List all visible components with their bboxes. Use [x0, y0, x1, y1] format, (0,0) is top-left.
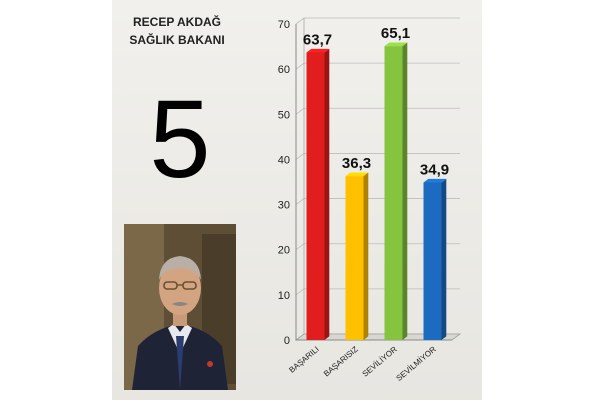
chart-bars — [307, 43, 447, 340]
bar-side — [325, 49, 330, 340]
y-tick-label: 30 — [278, 200, 290, 212]
bar-front — [424, 182, 442, 340]
x-tick-label: SEVİLİYOR — [361, 345, 399, 379]
bar-2 — [346, 173, 369, 340]
x-tick-label: BAŞARISIZ — [322, 345, 360, 379]
y-tick-label: 10 — [278, 290, 290, 302]
y-tick-label: 60 — [278, 64, 290, 76]
bar-side — [403, 43, 408, 340]
bar-side — [442, 179, 447, 340]
bar-front — [346, 176, 364, 340]
bar-side — [364, 173, 369, 340]
bar-1 — [307, 49, 330, 340]
y-tick-label: 40 — [278, 154, 290, 166]
value-label: 65,1 — [381, 25, 410, 42]
x-tick-label: SEVİLMİYOR — [395, 344, 438, 382]
x-tick-label: BAŞARILI — [287, 345, 320, 375]
value-label: 34,9 — [420, 161, 449, 178]
bar-3 — [385, 43, 408, 340]
value-label: 63,7 — [303, 31, 332, 48]
bar-front — [307, 52, 325, 340]
y-tick-label: 0 — [284, 335, 290, 347]
y-tick-label: 20 — [278, 245, 290, 257]
y-tick-label: 70 — [278, 19, 290, 31]
bar-front — [385, 46, 403, 340]
gridline — [296, 18, 460, 24]
y-tick-label: 50 — [278, 109, 290, 121]
value-label: 36,3 — [342, 155, 371, 172]
bar-4 — [424, 179, 447, 340]
